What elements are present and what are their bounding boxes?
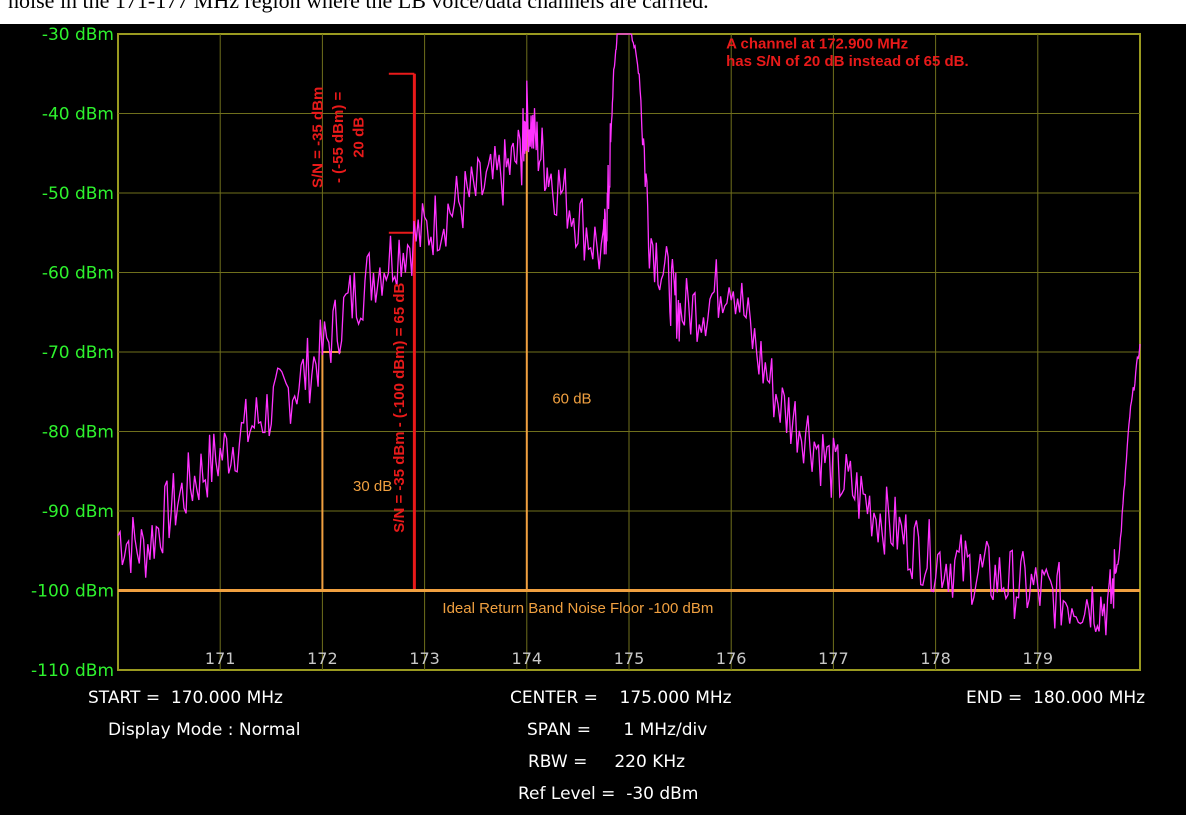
annotation-7: - (-55 dBm) = bbox=[330, 91, 347, 183]
rbw: RBW = 220 KHz bbox=[528, 752, 686, 772]
x-tick-label: 178 bbox=[920, 649, 951, 668]
annotation-5: S/N = -35 dBm - (-100 dBm) = 65 dB bbox=[391, 282, 408, 532]
display-mode: Display Mode : Normal bbox=[108, 720, 301, 740]
x-tick-label: 175 bbox=[614, 649, 645, 668]
spectrum-plot: -30 dBm -40 dBm -50 dBm -60 dBm -70 dBm -80 d… bbox=[31, 25, 1141, 680]
x-tick-label: 174 bbox=[512, 649, 543, 668]
trace-0 bbox=[117, 33, 1141, 636]
caption-strip: noise in the 171-177 MHz region where th… bbox=[0, 0, 1186, 24]
center-frequency: CENTER = 175.000 MHz bbox=[510, 688, 732, 708]
x-tick-label: 171 bbox=[205, 649, 236, 668]
annotation-3: A channel at 172.900 MHz bbox=[726, 35, 908, 52]
y-tick-label: -110 dBm bbox=[31, 661, 114, 680]
ref-level: Ref Level = -30 dBm bbox=[518, 784, 699, 804]
marker-lines bbox=[118, 72, 1140, 592]
annotation-6: S/N = -35 dBm bbox=[309, 87, 326, 188]
y-tick-label: -80 dBm bbox=[42, 423, 114, 443]
end-frequency: END = 180.000 MHz bbox=[966, 688, 1146, 708]
traces bbox=[117, 33, 1141, 636]
y-tick-label: -90 dBm bbox=[42, 502, 114, 522]
annotation-8: 20 dB bbox=[350, 117, 367, 158]
annotation-2: 60 dB bbox=[552, 391, 591, 408]
y-tick-label: -60 dBm bbox=[42, 264, 114, 284]
start-frequency: START = 170.000 MHz bbox=[88, 688, 283, 708]
x-tick-label: 177 bbox=[818, 649, 849, 668]
y-tick-label: -50 dBm bbox=[42, 184, 114, 204]
y-tick-label: -70 dBm bbox=[42, 343, 114, 363]
y-axis-labels: -30 dBm -40 dBm -50 dBm -60 dBm -70 dBm -80 d… bbox=[31, 25, 114, 680]
y-tick-label: -30 dBm bbox=[42, 25, 114, 45]
y-tick-label: -100 dBm bbox=[31, 582, 114, 602]
span: SPAN = 1 MHz/div bbox=[527, 720, 708, 740]
x-tick-label: 172 bbox=[307, 649, 338, 668]
annotation-4: has S/N of 20 dB instead of 65 dB. bbox=[726, 53, 969, 70]
annotation-0: Ideal Return Band Noise Floor -100 dBm bbox=[442, 600, 713, 617]
x-tick-label: 179 bbox=[1023, 649, 1054, 668]
x-tick-label: 173 bbox=[409, 649, 440, 668]
caption-text: noise in the 171-177 MHz region where th… bbox=[8, 0, 709, 13]
x-axis-labels: 171 172 173 174 175 176 177 178 179 bbox=[205, 649, 1053, 668]
annotations: Ideal Return Band Noise Floor -100 dBm 30… bbox=[309, 35, 968, 616]
x-tick-label: 176 bbox=[716, 649, 747, 668]
annotation-1: 30 dB bbox=[353, 478, 392, 495]
y-tick-label: -40 dBm bbox=[42, 105, 114, 125]
